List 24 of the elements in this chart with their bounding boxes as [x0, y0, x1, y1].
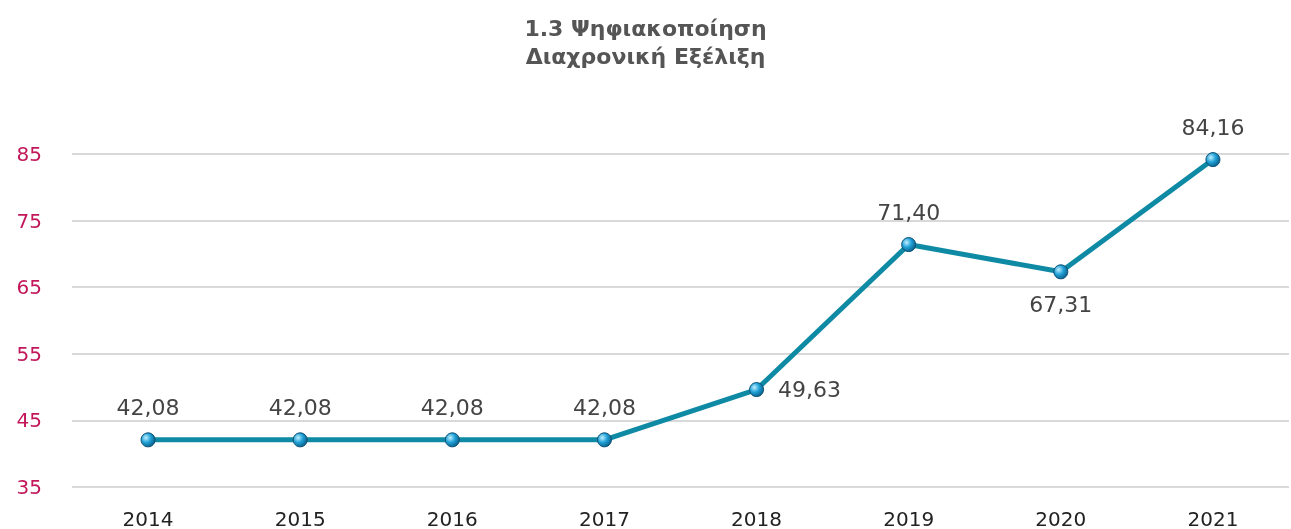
data-label: 67,31 [1029, 291, 1093, 317]
y-tick-label: 75 [16, 208, 42, 233]
y-tick-label: 65 [16, 275, 42, 300]
x-tick-label: 2016 [426, 507, 478, 529]
data-label: 49,63 [778, 377, 842, 403]
y-tick-label: 85 [16, 142, 42, 166]
y-tick-label: 45 [16, 408, 42, 433]
data-label: 42,08 [268, 394, 332, 420]
x-tick-label: 2017 [578, 507, 630, 529]
x-tick-label: 2019 [883, 507, 935, 529]
x-tick-label: 2018 [731, 507, 783, 529]
y-tick-label: 55 [16, 341, 42, 366]
chart-title: 1.3 Ψηφιακοποίηση [524, 15, 767, 41]
x-tick-label: 2021 [1187, 507, 1239, 529]
y-tick-label: 35 [16, 475, 42, 499]
x-tick-label: 2014 [122, 507, 174, 529]
data-label: 42,08 [572, 394, 636, 420]
x-tick-label: 2015 [274, 507, 326, 529]
data-label: 71,40 [877, 199, 941, 225]
chart-subtitle: Διαχρονική Εξέλιξη [525, 43, 766, 69]
data-label: 42,08 [116, 394, 180, 420]
data-label: 42,08 [420, 394, 484, 420]
data-label: 84,16 [1181, 114, 1245, 140]
x-tick-label: 2020 [1035, 507, 1087, 529]
